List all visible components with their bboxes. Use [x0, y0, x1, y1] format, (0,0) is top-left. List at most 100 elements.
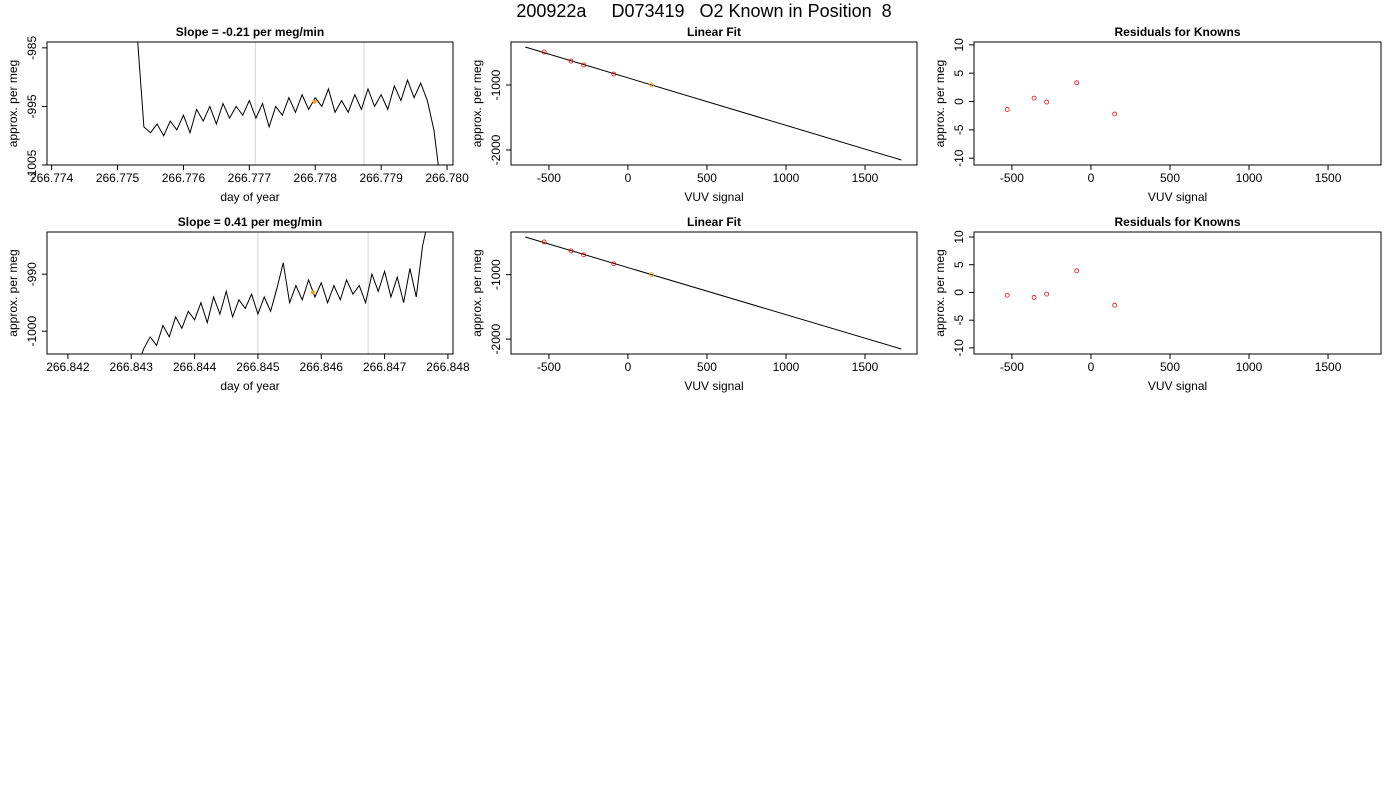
y-tick-label: -2000 — [489, 134, 503, 165]
data-point — [611, 261, 617, 267]
x-tick-label: -500 — [1000, 171, 1024, 185]
data-point — [649, 272, 655, 278]
panel-title: Slope = 0.41 per meg/min — [178, 215, 322, 229]
x-tick-label: 266.847 — [363, 360, 407, 374]
plot-area — [525, 46, 902, 161]
highlight-point — [312, 99, 317, 104]
data-point — [1031, 295, 1037, 300]
plot-area — [1004, 268, 1118, 308]
x-axis-label: VUV signal — [1148, 379, 1207, 393]
y-tick-label: 0 — [952, 289, 966, 296]
x-tick-label: 266.775 — [96, 171, 140, 185]
x-tick-label: 266.778 — [294, 171, 338, 185]
data-point — [1004, 107, 1010, 112]
x-axis-label: VUV signal — [1148, 190, 1207, 204]
data-point — [1031, 95, 1037, 101]
x-tick-label: 266.843 — [110, 360, 154, 374]
panel-title: Linear Fit — [687, 25, 741, 39]
plot-frame — [510, 231, 918, 355]
x-tick-label: 266.845 — [236, 360, 280, 374]
plot-frame — [510, 41, 918, 166]
x-tick-label: 266.848 — [426, 360, 470, 374]
data-point — [1112, 302, 1118, 308]
x-tick-label: -500 — [1000, 360, 1024, 374]
data-point — [581, 62, 587, 68]
y-tick-label: -1005 — [25, 149, 39, 180]
x-axis-label: day of year — [220, 379, 279, 393]
y-tick-label: -10 — [952, 149, 966, 167]
plot-area — [525, 236, 902, 350]
panel-title: Slope = -0.21 per meg/min — [176, 25, 324, 39]
data-point — [568, 58, 574, 64]
data-line — [137, 42, 439, 165]
data-point — [1044, 99, 1050, 105]
y-tick-label: 5 — [952, 70, 966, 77]
y-tick-label: -1000 — [489, 69, 503, 100]
plot-area — [141, 232, 427, 354]
x-tick-label: 266.844 — [173, 360, 217, 374]
x-tick-label: -500 — [537, 360, 561, 374]
y-tick-label: 10 — [952, 230, 966, 244]
data-line — [141, 232, 427, 354]
x-tick-label: -500 — [537, 171, 561, 185]
x-axis-label: day of year — [220, 190, 279, 204]
y-tick-label: -990 — [25, 262, 39, 286]
x-tick-label: 1000 — [773, 360, 800, 374]
figure-title: 200922a D073419 O2 Known in Position 8 — [516, 1, 891, 21]
x-tick-label: 0 — [1088, 171, 1095, 185]
data-point — [541, 239, 547, 245]
y-axis-label: approx. per meg — [470, 60, 484, 147]
data-point — [1074, 80, 1080, 86]
panel-title: Linear Fit — [687, 215, 741, 229]
data-point — [1044, 291, 1050, 297]
plot-frame — [46, 231, 454, 355]
y-tick-label: -2000 — [489, 323, 503, 354]
x-tick-label: 0 — [625, 171, 632, 185]
x-tick-label: 500 — [1160, 360, 1180, 374]
fit-line — [525, 236, 902, 350]
data-point — [581, 252, 587, 258]
x-tick-label: 0 — [1088, 360, 1095, 374]
x-tick-label: 266.774 — [30, 171, 74, 185]
x-tick-label: 1000 — [1236, 360, 1263, 374]
y-axis-label: approx. per meg — [470, 249, 484, 336]
x-tick-label: 500 — [697, 360, 717, 374]
y-tick-label: -985 — [25, 36, 39, 60]
x-axis-label: VUV signal — [684, 379, 743, 393]
y-tick-label: -995 — [25, 94, 39, 118]
x-tick-label: 500 — [697, 171, 717, 185]
plot-frame — [973, 41, 1382, 166]
y-tick-label: -1000 — [25, 316, 39, 347]
data-point — [1112, 111, 1118, 117]
data-point — [649, 82, 655, 88]
y-tick-label: 0 — [952, 98, 966, 105]
x-tick-label: 1000 — [773, 171, 800, 185]
x-tick-label: 266.842 — [46, 360, 90, 374]
x-tick-label: 266.780 — [425, 171, 469, 185]
x-tick-label: 266.779 — [359, 171, 403, 185]
y-tick-label: 10 — [952, 38, 966, 52]
x-tick-label: 0 — [625, 360, 632, 374]
x-tick-label: 1000 — [1236, 171, 1263, 185]
plot-area — [137, 42, 439, 165]
x-tick-label: 1500 — [852, 171, 879, 185]
y-tick-label: -10 — [952, 339, 966, 357]
data-point — [541, 49, 547, 55]
panel-title: Residuals for Knowns — [1114, 25, 1240, 39]
y-tick-label: -5 — [952, 124, 966, 135]
x-tick-label: 500 — [1160, 171, 1180, 185]
plot-frame — [973, 231, 1382, 355]
x-tick-label: 266.777 — [228, 171, 272, 185]
x-tick-label: 1500 — [1315, 360, 1342, 374]
y-axis-label: approx. per meg — [6, 60, 20, 147]
y-axis-label: approx. per meg — [933, 60, 947, 147]
panel-title: Residuals for Knowns — [1114, 215, 1240, 229]
fit-line — [525, 46, 902, 161]
highlight-point — [311, 290, 316, 295]
x-tick-label: 1500 — [1315, 171, 1342, 185]
data-point — [611, 71, 617, 77]
plot-frame — [46, 41, 454, 166]
x-axis-label: VUV signal — [684, 190, 743, 204]
y-tick-label: -1000 — [489, 259, 503, 290]
